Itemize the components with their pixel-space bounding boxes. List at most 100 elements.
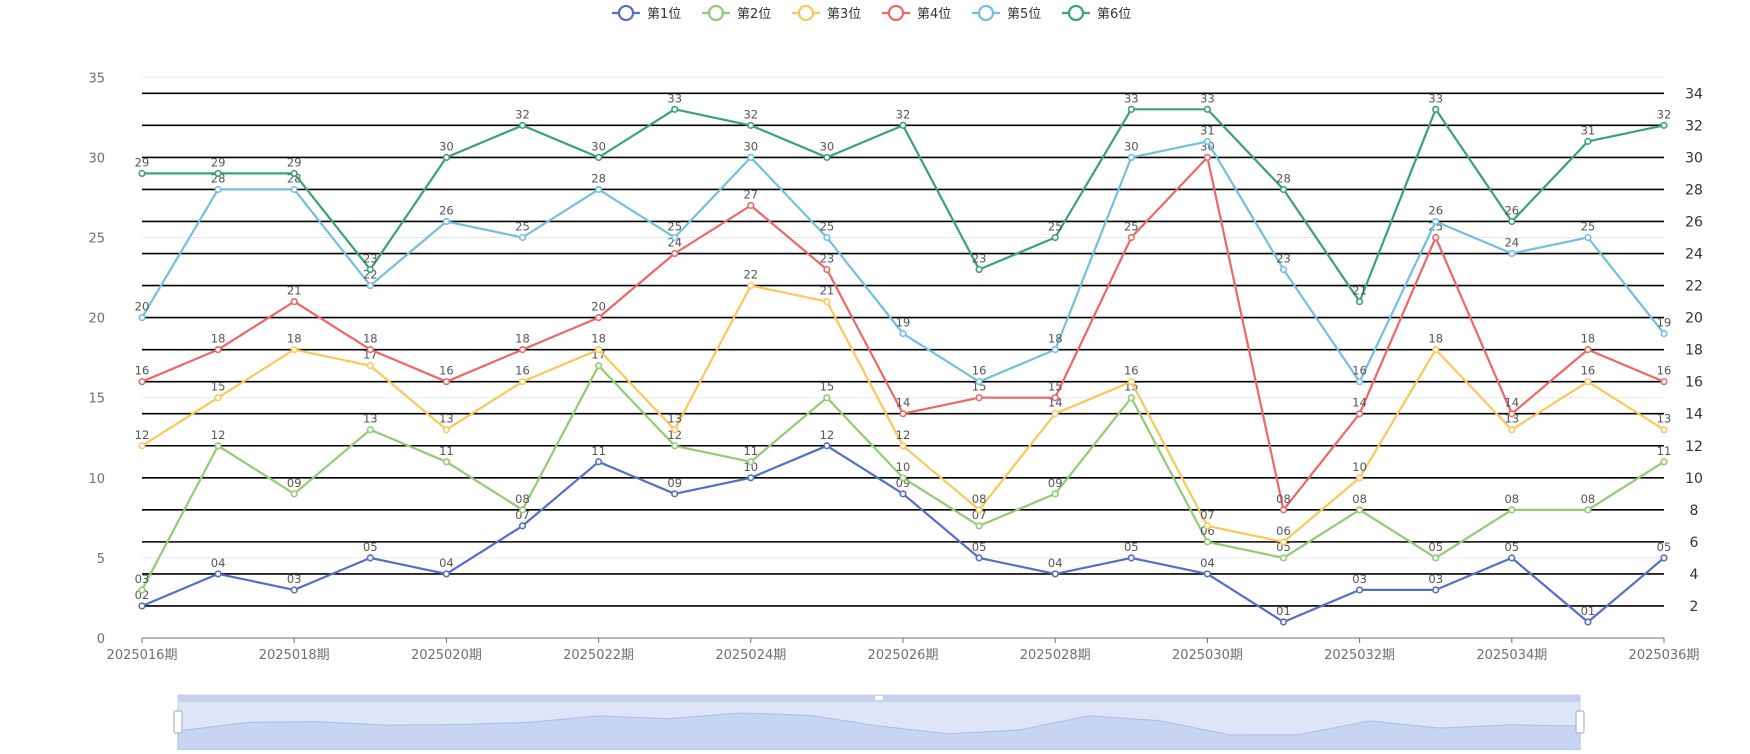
- data-point[interactable]: [747, 458, 755, 466]
- data-point[interactable]: [823, 297, 831, 306]
- data-point[interactable]: [366, 426, 374, 434]
- data-point[interactable]: [1508, 506, 1516, 514]
- data-point[interactable]: [899, 442, 907, 450]
- data-point[interactable]: [442, 217, 451, 226]
- data-point[interactable]: [138, 586, 146, 594]
- data-point[interactable]: [442, 426, 451, 434]
- data-point[interactable]: [594, 362, 603, 370]
- data-point[interactable]: [1660, 554, 1668, 562]
- data-point[interactable]: [290, 169, 298, 178]
- data-point[interactable]: [747, 153, 755, 161]
- data-point[interactable]: [1584, 618, 1592, 626]
- data-point[interactable]: [138, 378, 146, 386]
- data-point[interactable]: [1432, 217, 1440, 226]
- data-point[interactable]: [1355, 410, 1364, 418]
- data-point[interactable]: [1127, 153, 1135, 161]
- data-point[interactable]: [1660, 378, 1668, 386]
- data-point[interactable]: [1279, 185, 1288, 194]
- data-point[interactable]: [214, 570, 222, 578]
- data-point[interactable]: [518, 121, 527, 129]
- data-point[interactable]: [594, 346, 603, 354]
- data-point[interactable]: [1432, 586, 1440, 594]
- data-point[interactable]: [1203, 153, 1211, 161]
- data-point[interactable]: [518, 346, 527, 354]
- data-point[interactable]: [1584, 346, 1592, 354]
- datazoom-end-handle[interactable]: [1575, 710, 1585, 734]
- data-point[interactable]: [1051, 490, 1059, 498]
- data-point[interactable]: [290, 297, 298, 306]
- data-point[interactable]: [518, 233, 527, 242]
- datazoom-slider[interactable]: [173, 694, 1585, 751]
- data-point[interactable]: [1279, 618, 1288, 626]
- data-point[interactable]: [366, 362, 374, 370]
- data-point[interactable]: [1127, 378, 1135, 386]
- data-point[interactable]: [1584, 506, 1592, 514]
- data-point[interactable]: [747, 281, 755, 290]
- data-point[interactable]: [290, 490, 298, 498]
- data-point[interactable]: [1051, 346, 1059, 354]
- data-point[interactable]: [1203, 105, 1211, 113]
- data-point[interactable]: [823, 265, 831, 274]
- data-point[interactable]: [1660, 458, 1668, 466]
- datazoom-grip-icon[interactable]: [875, 696, 883, 700]
- data-point[interactable]: [823, 233, 831, 242]
- data-point[interactable]: [975, 265, 983, 274]
- data-point[interactable]: [138, 169, 146, 178]
- data-point[interactable]: [1355, 474, 1364, 482]
- data-point[interactable]: [1279, 265, 1288, 274]
- legend-item[interactable]: 第6位: [1062, 4, 1131, 22]
- data-point[interactable]: [1203, 538, 1211, 546]
- data-point[interactable]: [366, 346, 374, 354]
- data-point[interactable]: [518, 522, 527, 530]
- data-point[interactable]: [1279, 538, 1288, 546]
- data-point[interactable]: [214, 185, 222, 194]
- data-point[interactable]: [1127, 105, 1135, 113]
- data-point[interactable]: [1203, 522, 1211, 530]
- data-point[interactable]: [442, 378, 451, 386]
- data-point[interactable]: [1660, 121, 1668, 129]
- data-point[interactable]: [1051, 394, 1059, 402]
- data-point[interactable]: [975, 394, 983, 402]
- data-point[interactable]: [290, 586, 298, 594]
- data-point[interactable]: [1508, 217, 1516, 226]
- data-point[interactable]: [1051, 410, 1059, 418]
- data-point[interactable]: [1584, 137, 1592, 145]
- data-point[interactable]: [1508, 410, 1516, 418]
- data-point[interactable]: [1508, 426, 1516, 434]
- data-point[interactable]: [747, 474, 755, 482]
- data-point[interactable]: [823, 394, 831, 402]
- legend-item[interactable]: 第1位: [612, 4, 681, 22]
- data-point[interactable]: [1432, 554, 1440, 562]
- data-point[interactable]: [1432, 346, 1440, 354]
- data-point[interactable]: [823, 442, 831, 450]
- data-point[interactable]: [366, 265, 374, 274]
- data-point[interactable]: [214, 169, 222, 178]
- legend-item[interactable]: 第2位: [702, 4, 771, 22]
- data-point[interactable]: [594, 185, 603, 194]
- data-point[interactable]: [823, 153, 831, 161]
- data-point[interactable]: [1355, 297, 1364, 306]
- data-point[interactable]: [975, 506, 983, 514]
- data-point[interactable]: [442, 153, 451, 161]
- data-point[interactable]: [671, 249, 679, 258]
- data-point[interactable]: [671, 426, 679, 434]
- legend-item[interactable]: 第5位: [972, 4, 1041, 22]
- datazoom-start-handle[interactable]: [173, 710, 183, 734]
- data-point[interactable]: [1355, 586, 1364, 594]
- data-point[interactable]: [594, 314, 603, 322]
- data-point[interactable]: [214, 346, 222, 354]
- data-point[interactable]: [899, 474, 907, 482]
- data-point[interactable]: [138, 314, 146, 322]
- data-point[interactable]: [671, 490, 679, 498]
- data-point[interactable]: [1127, 394, 1135, 402]
- data-point[interactable]: [594, 458, 603, 466]
- data-point[interactable]: [1279, 554, 1288, 562]
- data-point[interactable]: [899, 410, 907, 418]
- data-point[interactable]: [671, 442, 679, 450]
- data-point[interactable]: [1051, 570, 1059, 578]
- data-point[interactable]: [1203, 137, 1211, 145]
- data-point[interactable]: [1660, 330, 1668, 338]
- data-point[interactable]: [442, 458, 451, 466]
- data-point[interactable]: [518, 378, 527, 386]
- data-point[interactable]: [1279, 506, 1288, 514]
